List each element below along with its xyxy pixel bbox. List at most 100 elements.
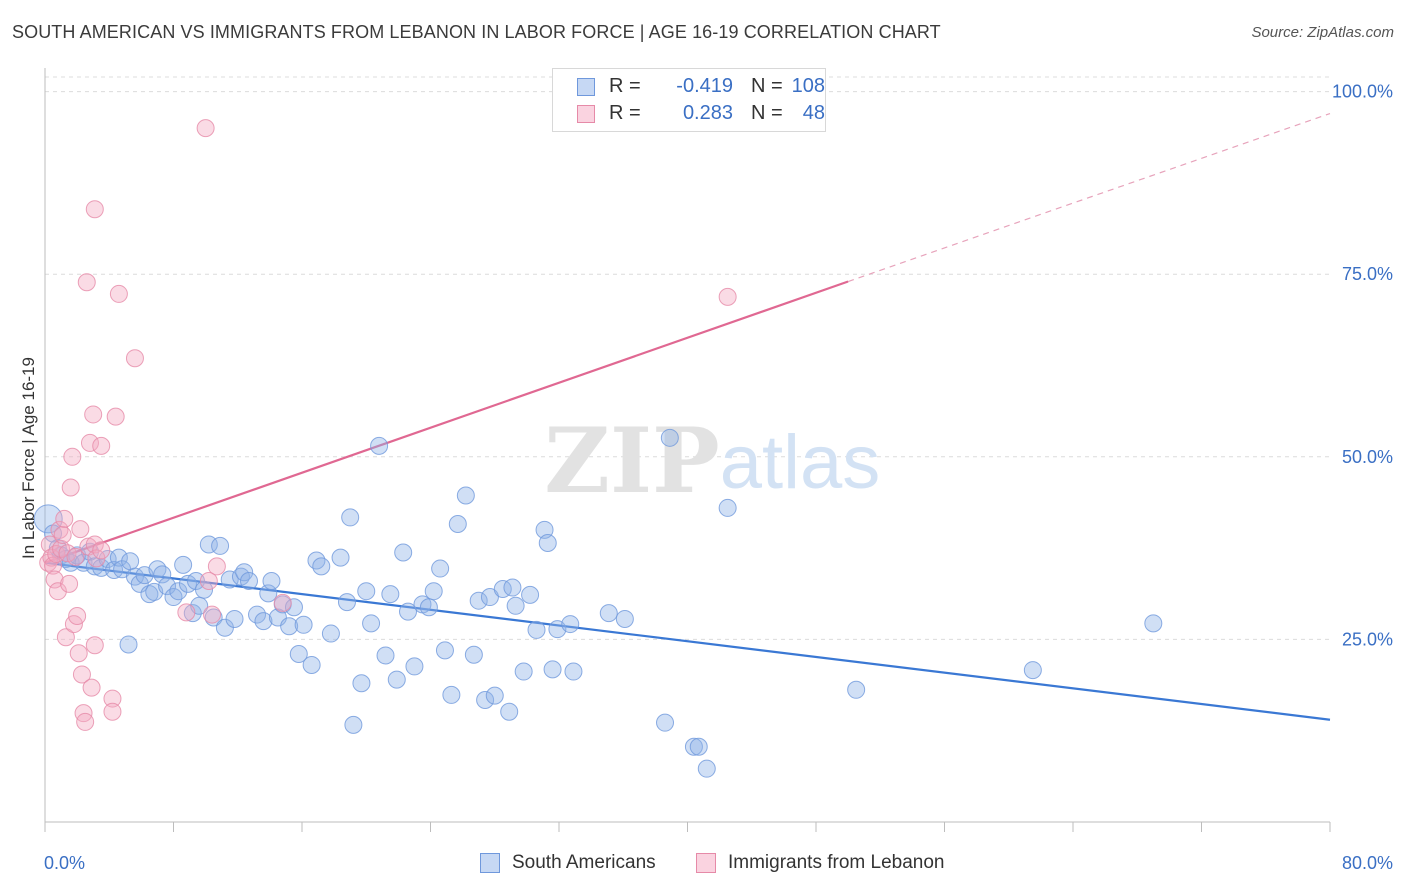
point-lebanon	[103, 702, 122, 721]
point-south-americans	[527, 620, 546, 639]
point-lebanon	[68, 607, 87, 626]
point-south-americans	[254, 612, 273, 631]
point-south-americans	[718, 498, 737, 517]
point-south-americans	[381, 585, 400, 604]
point-south-americans	[158, 577, 177, 596]
x-tick-label: 0.0%	[44, 853, 85, 873]
point-lebanon	[60, 574, 79, 593]
point-lebanon	[53, 525, 72, 544]
point-lebanon	[61, 478, 80, 497]
trend-lines	[44, 112, 1331, 721]
point-south-americans	[500, 702, 519, 721]
point-south-americans	[33, 504, 63, 534]
point-south-americans	[153, 565, 172, 584]
point-south-americans	[169, 582, 188, 601]
point-south-americans	[225, 609, 244, 628]
point-lebanon	[82, 678, 101, 697]
legend-n-value: 108	[791, 75, 825, 97]
legend-r-value: -0.419	[676, 75, 733, 97]
point-lebanon	[80, 433, 99, 452]
y-tick-label: 50.0%	[1342, 447, 1393, 467]
point-south-americans	[399, 602, 418, 621]
point-south-americans	[109, 548, 128, 567]
point-lebanon	[69, 644, 88, 663]
point-south-americans	[464, 645, 483, 664]
point-south-americans	[331, 548, 350, 567]
point-south-americans	[357, 582, 376, 601]
point-south-americans	[493, 580, 512, 599]
trend-line-lebanon	[44, 280, 849, 564]
data-points	[33, 119, 1163, 778]
point-lebanon	[40, 535, 59, 554]
point-south-americans	[376, 646, 395, 665]
y-tick-label: 25.0%	[1342, 629, 1393, 649]
point-south-americans	[435, 641, 454, 660]
point-south-americans	[341, 508, 360, 527]
point-south-americans	[1023, 661, 1042, 680]
point-south-americans	[289, 645, 308, 664]
legend-n-label: N =	[751, 75, 783, 97]
point-lebanon	[77, 273, 96, 292]
point-south-americans	[689, 737, 708, 756]
point-lebanon	[92, 436, 111, 455]
point-south-americans	[302, 655, 321, 674]
point-south-americans	[394, 543, 413, 562]
point-south-americans	[469, 591, 488, 610]
point-south-americans	[352, 674, 371, 693]
point-south-americans	[503, 578, 522, 597]
point-lebanon	[177, 603, 196, 622]
point-south-americans	[312, 557, 331, 576]
point-south-americans	[480, 588, 499, 607]
point-south-americans	[599, 604, 618, 623]
point-south-americans	[847, 680, 866, 699]
y-axis-label: In Labor Force | Age 16-19	[19, 357, 38, 559]
point-south-americans	[538, 533, 557, 552]
point-south-americans	[211, 536, 230, 555]
point-south-americans	[1144, 614, 1163, 633]
point-lebanon	[50, 520, 69, 539]
point-south-americans	[235, 563, 254, 582]
chart-title: SOUTH AMERICAN VS IMMIGRANTS FROM LEBANO…	[12, 22, 941, 42]
point-south-americans	[183, 604, 202, 623]
point-south-americans	[344, 715, 363, 734]
legend-r-value: 0.283	[682, 102, 733, 124]
point-lebanon	[84, 405, 103, 424]
point-south-americans	[514, 662, 533, 681]
point-south-americans	[321, 624, 340, 643]
watermark-atlas: atlas	[720, 420, 881, 505]
point-lebanon	[207, 557, 226, 576]
point-south-americans	[660, 428, 679, 447]
legend-swatch-pink	[696, 853, 716, 873]
legend-swatch-blue	[577, 78, 595, 96]
point-south-americans	[195, 580, 214, 599]
point-lebanon	[44, 556, 63, 575]
point-lebanon	[45, 570, 64, 589]
point-south-americans	[697, 759, 716, 778]
point-south-americans	[684, 737, 703, 756]
point-south-americans	[521, 585, 540, 604]
point-south-americans	[284, 598, 303, 617]
point-south-americans	[204, 608, 223, 627]
grid-lines	[45, 76, 1330, 640]
point-lebanon	[48, 582, 67, 601]
point-lebanon	[66, 547, 85, 566]
point-south-americans	[387, 670, 406, 689]
point-south-americans	[174, 555, 193, 574]
legend-swatch-blue	[480, 853, 500, 873]
point-south-americans	[307, 551, 326, 570]
y-tick-label: 75.0%	[1342, 264, 1393, 284]
point-lebanon	[125, 349, 144, 368]
point-south-americans	[164, 588, 183, 607]
point-south-americans	[280, 617, 299, 636]
legend-n-value: 48	[802, 102, 825, 124]
point-south-americans	[448, 515, 467, 533]
point-south-americans	[561, 615, 580, 634]
point-south-americans	[220, 570, 239, 589]
legend-swatch-pink	[577, 105, 595, 123]
point-south-americans	[362, 614, 381, 633]
point-lebanon	[106, 407, 125, 426]
point-south-americans	[239, 571, 258, 590]
point-lebanon	[109, 284, 128, 303]
trend-line-south-americans	[44, 561, 1331, 721]
point-south-americans	[424, 582, 443, 601]
